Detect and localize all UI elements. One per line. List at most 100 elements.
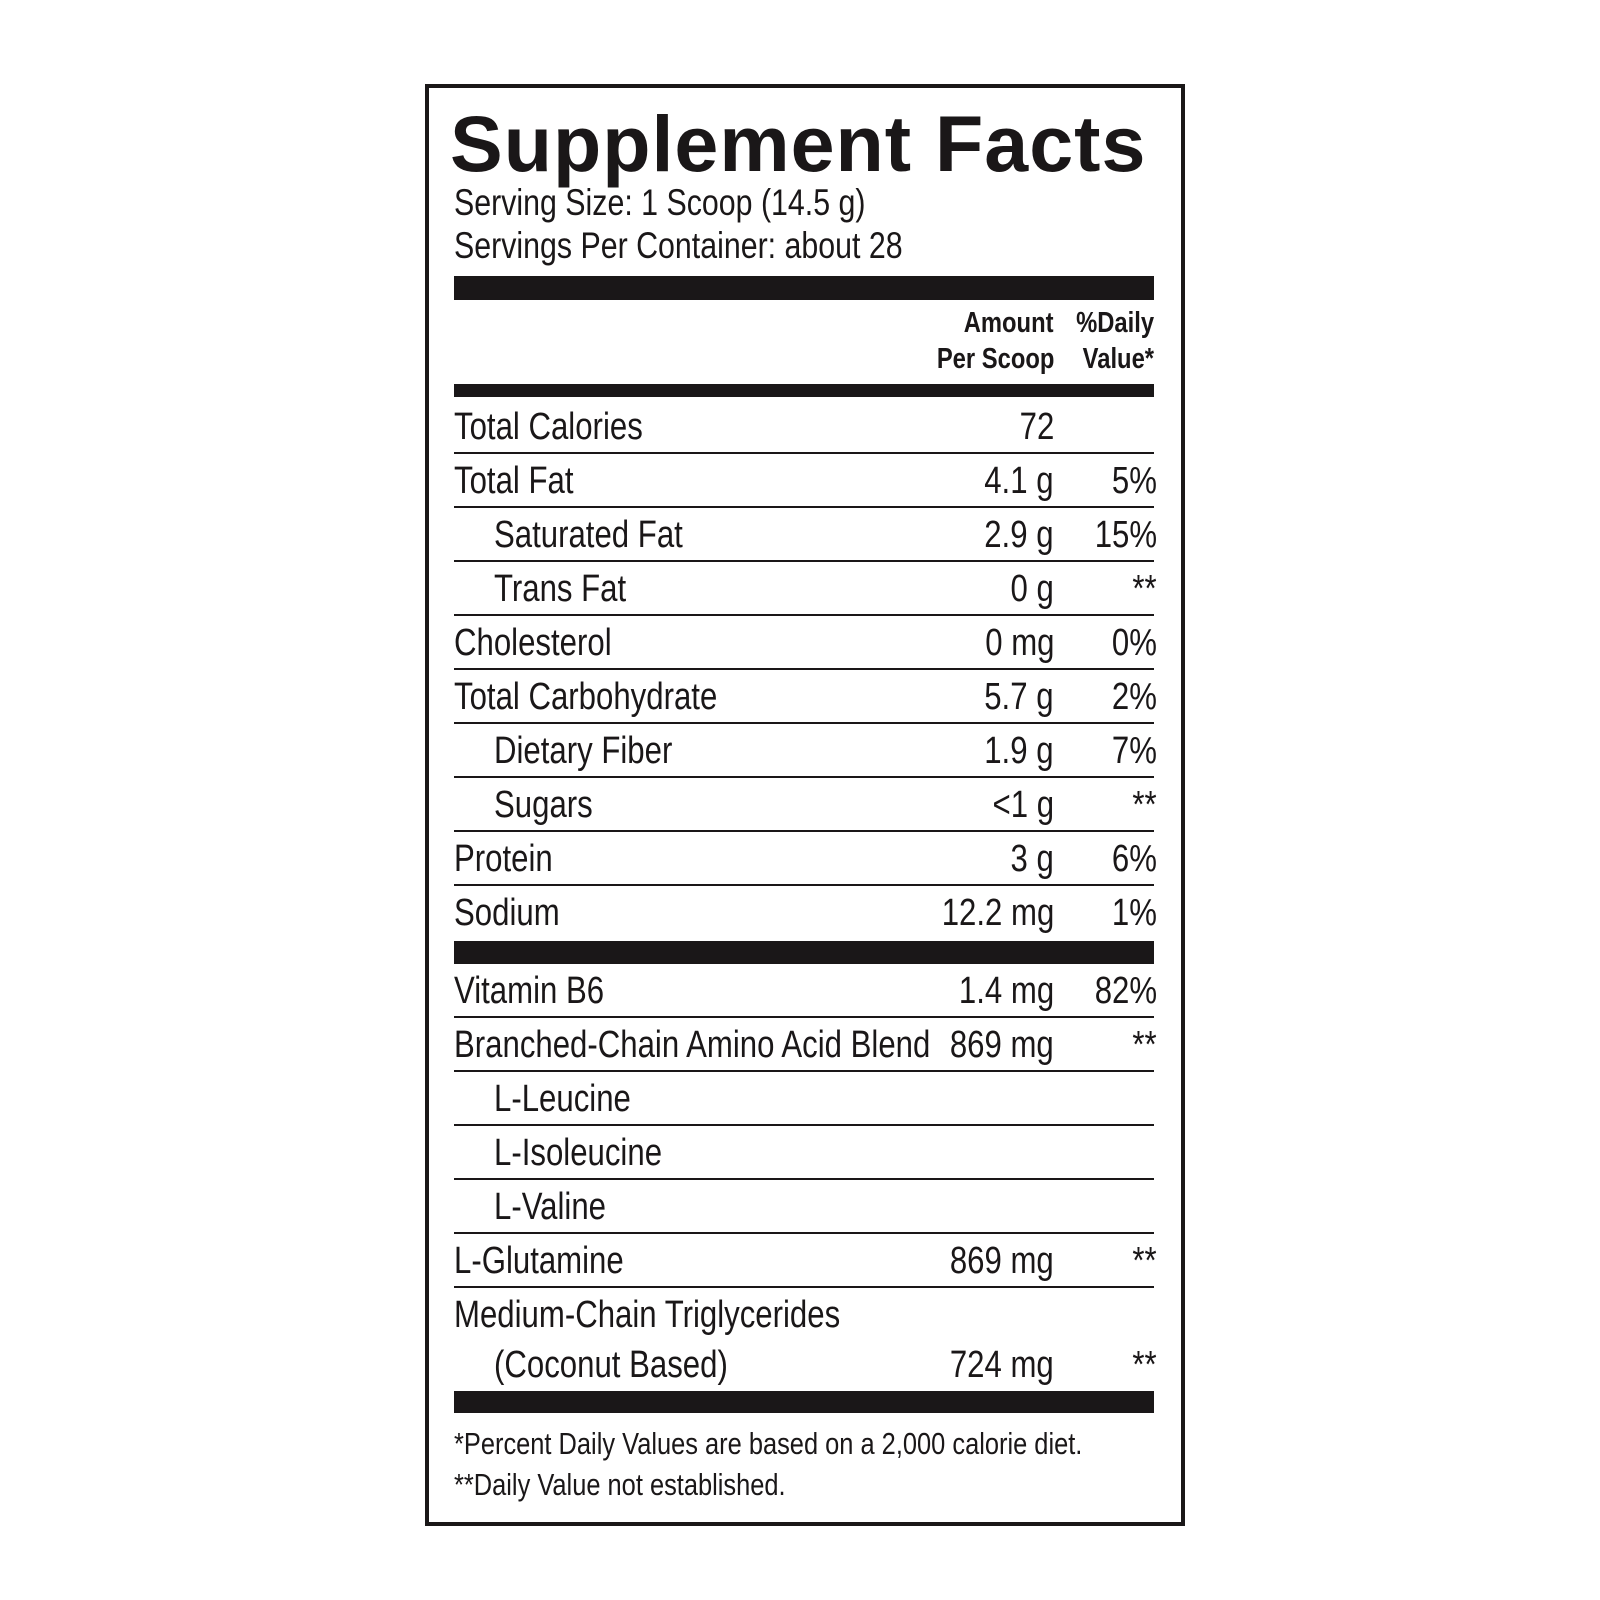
table-row: Trans Fat 0 g ** xyxy=(454,562,1157,616)
table-row: L-Isoleucine xyxy=(454,1126,1154,1180)
table-row: Dietary Fiber 1.9 g 7% xyxy=(454,724,1157,778)
percent-daily-value: ** xyxy=(1127,1344,1157,1387)
nutrient-label-text: Branched-Chain Amino Acid Blend xyxy=(454,1024,931,1066)
nutrient-label-text: Saturated Fat xyxy=(494,514,683,556)
daily-value-text: ** xyxy=(1132,568,1157,610)
percent-daily-value: 15% xyxy=(1081,514,1157,557)
nutrient-label-text: L-Glutamine xyxy=(454,1240,624,1282)
nutrient-label: Protein xyxy=(454,838,574,881)
daily-value-text: 5% xyxy=(1111,460,1157,502)
percent-daily-value: 82% xyxy=(1081,970,1157,1013)
amount-text: <1 g xyxy=(992,784,1054,826)
percent-daily-value: ** xyxy=(1127,784,1157,827)
daily-value-text: 7% xyxy=(1111,730,1157,772)
nutrient-label-text: Vitamin B6 xyxy=(454,970,605,1012)
nutrient-label-text: Protein xyxy=(454,838,553,880)
nutrient-label-text: Sodium xyxy=(454,892,560,934)
nutrient-label: Trans Fat xyxy=(494,568,655,611)
percent-daily-value: 1% xyxy=(1102,892,1157,935)
table-row: Medium-Chain Triglycerides (Coconut Based… xyxy=(454,1288,1157,1392)
nutrient-label: Medium-Chain Triglycerides xyxy=(454,1294,925,1337)
nutrient-label: Total Carbohydrate xyxy=(454,676,775,719)
nutrient-label-text: L-Isoleucine xyxy=(494,1132,663,1174)
table-row: Vitamin B6 1.4 mg 82% xyxy=(454,964,1157,1018)
nutrient-label: Vitamin B6 xyxy=(454,970,637,1013)
nutrient-label-text: Dietary Fiber xyxy=(494,730,673,772)
nutrient-label-line2-text: (Coconut Based) xyxy=(494,1344,728,1386)
amount-text: 72 xyxy=(1019,406,1054,448)
daily-value-text: ** xyxy=(1132,1344,1157,1386)
amount-text: 0 g xyxy=(1010,568,1054,610)
nutrient-label: Total Calories xyxy=(454,406,684,449)
thick-divider xyxy=(454,1391,1154,1413)
percent-daily-value: 6% xyxy=(1102,838,1157,881)
daily-value-text: 0% xyxy=(1111,622,1157,664)
nutrient-label: L-Valine xyxy=(494,1186,631,1229)
amount-per-scoop: 4.1 g xyxy=(969,460,1054,503)
percent-daily-value: ** xyxy=(1127,568,1157,611)
serving-size: Serving Size: 1 Scoop (14.5 g) xyxy=(454,182,866,223)
nutrient-label: Cholesterol xyxy=(454,622,646,665)
daily-value-text: ** xyxy=(1132,784,1157,826)
ingredient-table: Vitamin B6 1.4 mg 82% Branched-Chain Amino … xyxy=(454,964,1157,1392)
nutrient-label-line2: (Coconut Based) xyxy=(494,1344,779,1387)
supplement-facts-panel xyxy=(425,84,1185,1526)
percent-daily-value: 0% xyxy=(1102,622,1157,665)
amount-per-scoop: 869 mg xyxy=(927,1240,1054,1283)
amount-per-scoop-header: Amount Per Scoop xyxy=(936,307,1054,375)
table-row: Sugars <1 g ** xyxy=(454,778,1157,832)
footnote-not-established: **Daily Value not established. xyxy=(454,1467,786,1502)
nutrient-label: L-Leucine xyxy=(494,1078,661,1121)
percent-daily-value: 2% xyxy=(1102,676,1157,719)
amount-per-scoop: 3 g xyxy=(1001,838,1054,881)
amount-text: 0 mg xyxy=(984,622,1054,664)
amount-text: 724 mg xyxy=(950,1344,1054,1386)
amount-text: 5.7 g xyxy=(984,676,1054,718)
daily-value-text: ** xyxy=(1132,1024,1157,1066)
nutrient-label: Dietary Fiber xyxy=(494,730,712,773)
nutrient-table: Total Calories 72 Total Fat 4.1 g 5% Saturate… xyxy=(454,400,1157,940)
amount-text: 869 mg xyxy=(950,1024,1054,1066)
amount-text: 1.4 mg xyxy=(958,970,1054,1012)
percent-daily-value: ** xyxy=(1127,1240,1157,1283)
nutrient-label: L-Glutamine xyxy=(454,1240,661,1283)
amount-text: 869 mg xyxy=(950,1240,1054,1282)
nutrient-label: L-Isoleucine xyxy=(494,1132,699,1175)
table-row: Protein 3 g 6% xyxy=(454,832,1157,886)
amount-text: 1.9 g xyxy=(984,730,1054,772)
nutrient-label-text: Total Carbohydrate xyxy=(454,676,718,718)
nutrient-label-text: Sugars xyxy=(494,784,593,826)
amount-text: 3 g xyxy=(1010,838,1054,880)
percent-daily-value: 5% xyxy=(1102,460,1157,503)
thick-divider xyxy=(454,941,1154,964)
amount-per-scoop: 5.7 g xyxy=(969,676,1054,719)
table-row: Total Fat 4.1 g 5% xyxy=(454,454,1157,508)
amount-per-scoop: 12.2 mg xyxy=(917,892,1054,935)
daily-value-text: 82% xyxy=(1094,970,1157,1012)
amount-text: 12.2 mg xyxy=(941,892,1054,934)
daily-value-header: %Daily Value* xyxy=(1076,307,1154,375)
percent-daily-value: 7% xyxy=(1102,730,1157,773)
medium-divider xyxy=(454,384,1154,397)
amount-per-scoop: 0 g xyxy=(1001,568,1054,611)
panel-title: Supplement Facts xyxy=(450,99,1147,188)
table-row: Branched-Chain Amino Acid Blend 869 mg ** xyxy=(454,1018,1157,1072)
table-row: L-Leucine xyxy=(454,1072,1154,1126)
nutrient-label: Saturated Fat xyxy=(494,514,724,557)
nutrient-label-text: Medium-Chain Triglycerides xyxy=(454,1294,841,1336)
amount-per-scoop: 1.4 mg xyxy=(938,970,1054,1013)
table-row: L-Glutamine 869 mg ** xyxy=(454,1234,1157,1288)
nutrient-label-text: Total Calories xyxy=(454,406,643,448)
daily-value-text: 1% xyxy=(1111,892,1157,934)
thick-divider xyxy=(454,276,1154,300)
amount-per-scoop: 0 mg xyxy=(970,622,1054,665)
amount-per-scoop: 1.9 g xyxy=(969,730,1054,773)
amount-per-scoop: <1 g xyxy=(979,784,1054,827)
amount-per-scoop: 724 mg xyxy=(927,1344,1054,1387)
table-row: Saturated Fat 2.9 g 15% xyxy=(454,508,1157,562)
percent-daily-value: ** xyxy=(1127,1024,1157,1067)
daily-value-text: 15% xyxy=(1094,514,1157,556)
nutrient-label: Branched-Chain Amino Acid Blend xyxy=(454,1024,1035,1067)
nutrient-label: Sodium xyxy=(454,892,583,935)
table-row: Total Calories 72 xyxy=(454,400,1154,454)
